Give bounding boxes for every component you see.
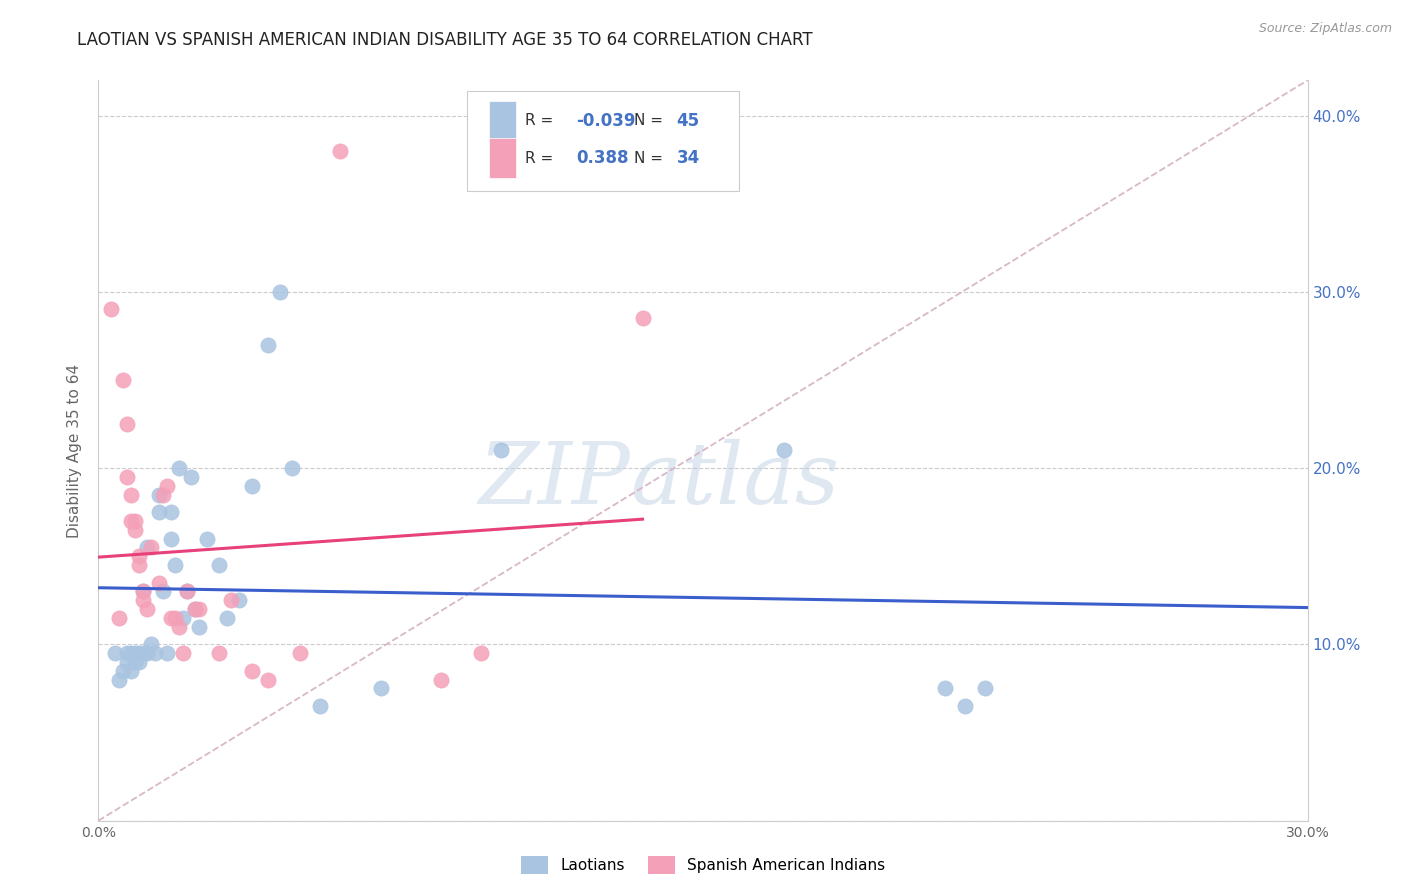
- Point: [288, 646, 311, 660]
- Point: [256, 673, 278, 687]
- Text: 0.388: 0.388: [576, 149, 628, 167]
- Point: [139, 637, 162, 651]
- Point: [240, 479, 263, 493]
- Point: [188, 602, 211, 616]
- Bar: [489, 137, 516, 178]
- Point: [139, 541, 162, 555]
- Point: [132, 584, 155, 599]
- Point: [124, 655, 146, 669]
- Point: [772, 443, 794, 458]
- FancyBboxPatch shape: [467, 91, 740, 191]
- Point: [132, 593, 155, 607]
- Point: [160, 532, 183, 546]
- Point: [148, 575, 170, 590]
- Point: [172, 646, 194, 660]
- Text: 45: 45: [676, 112, 700, 130]
- Point: [208, 558, 231, 572]
- Point: [269, 285, 291, 299]
- Point: [631, 311, 654, 326]
- Point: [120, 664, 142, 678]
- Point: [120, 514, 142, 528]
- Point: [256, 337, 278, 351]
- Point: [228, 593, 250, 607]
- Text: -0.039: -0.039: [576, 112, 636, 130]
- Point: [163, 611, 186, 625]
- Text: Source: ZipAtlas.com: Source: ZipAtlas.com: [1258, 22, 1392, 36]
- Point: [143, 646, 166, 660]
- Point: [491, 443, 513, 458]
- Point: [124, 646, 146, 660]
- Point: [128, 549, 150, 564]
- Point: [167, 620, 190, 634]
- Text: LAOTIAN VS SPANISH AMERICAN INDIAN DISABILITY AGE 35 TO 64 CORRELATION CHART: LAOTIAN VS SPANISH AMERICAN INDIAN DISAB…: [77, 31, 813, 49]
- Text: ZIP: ZIP: [478, 439, 630, 522]
- Point: [115, 655, 138, 669]
- Point: [135, 646, 157, 660]
- Point: [115, 470, 138, 484]
- Point: [148, 505, 170, 519]
- Point: [172, 611, 194, 625]
- Point: [132, 584, 155, 599]
- Point: [240, 664, 263, 678]
- Point: [107, 611, 129, 625]
- Point: [430, 673, 453, 687]
- Point: [329, 144, 352, 158]
- Point: [115, 646, 138, 660]
- Point: [184, 602, 207, 616]
- Point: [160, 611, 183, 625]
- Point: [124, 514, 146, 528]
- Point: [370, 681, 392, 696]
- Point: [180, 470, 202, 484]
- Point: [309, 699, 332, 714]
- Point: [128, 655, 150, 669]
- Point: [156, 479, 179, 493]
- Point: [128, 646, 150, 660]
- Text: 34: 34: [676, 149, 700, 167]
- Point: [281, 461, 304, 475]
- Point: [163, 558, 186, 572]
- Point: [152, 487, 174, 501]
- Point: [132, 646, 155, 660]
- Text: N =: N =: [634, 113, 668, 128]
- Point: [120, 646, 142, 660]
- Point: [103, 646, 125, 660]
- Point: [111, 664, 134, 678]
- Text: R =: R =: [526, 113, 558, 128]
- Point: [470, 646, 492, 660]
- Point: [195, 532, 218, 546]
- Point: [148, 487, 170, 501]
- Point: [135, 602, 157, 616]
- Point: [156, 646, 179, 660]
- Point: [107, 673, 129, 687]
- Point: [152, 584, 174, 599]
- Point: [934, 681, 956, 696]
- Point: [176, 584, 198, 599]
- Point: [217, 611, 239, 625]
- Text: atlas: atlas: [630, 439, 839, 522]
- Legend: Laotians, Spanish American Indians: Laotians, Spanish American Indians: [515, 850, 891, 880]
- Point: [120, 487, 142, 501]
- Point: [221, 593, 243, 607]
- Point: [184, 602, 207, 616]
- Point: [167, 461, 190, 475]
- Point: [176, 584, 198, 599]
- Text: R =: R =: [526, 151, 564, 166]
- Point: [115, 417, 138, 431]
- Point: [128, 558, 150, 572]
- Point: [135, 541, 157, 555]
- Bar: [489, 101, 516, 141]
- Point: [124, 523, 146, 537]
- Y-axis label: Disability Age 35 to 64: Disability Age 35 to 64: [67, 363, 83, 538]
- Point: [188, 620, 211, 634]
- Point: [111, 373, 134, 387]
- Point: [953, 699, 976, 714]
- Point: [160, 505, 183, 519]
- Point: [974, 681, 997, 696]
- Point: [208, 646, 231, 660]
- Point: [100, 302, 122, 317]
- Text: N =: N =: [634, 151, 668, 166]
